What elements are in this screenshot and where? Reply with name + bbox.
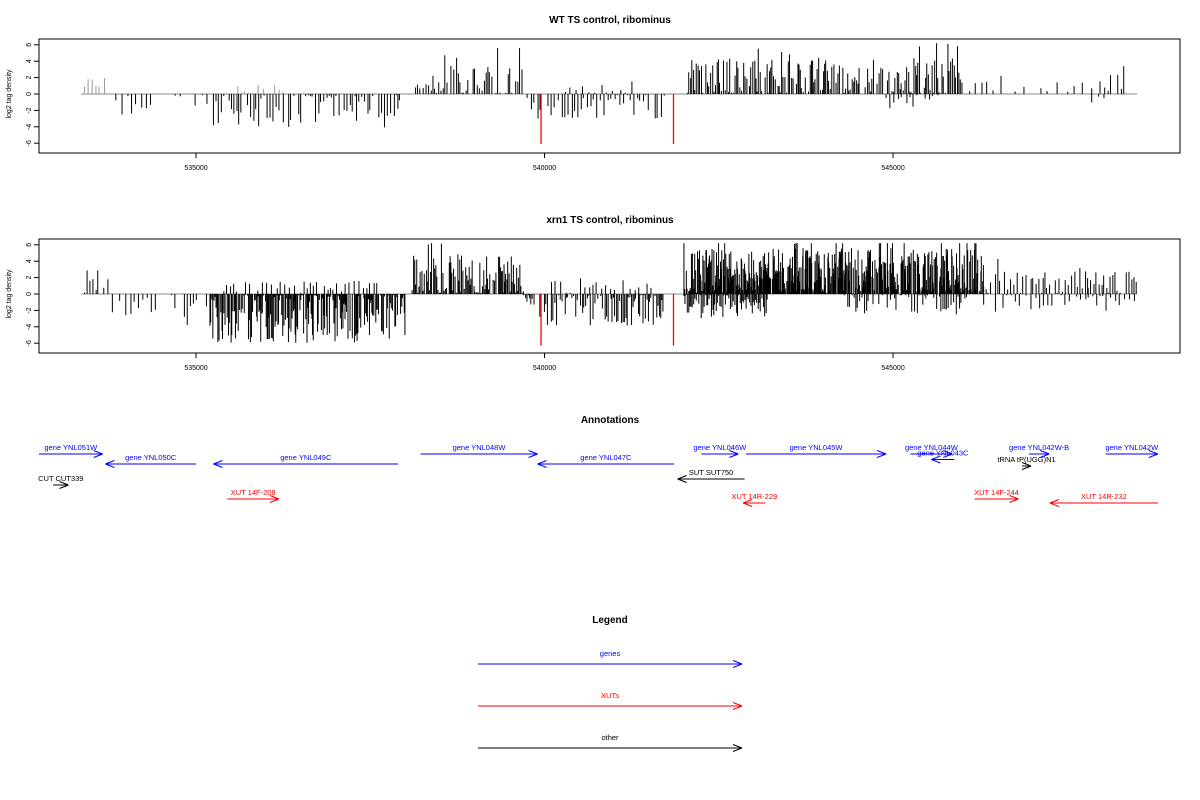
y-tick-label: 2 [26,76,33,80]
x-axis-xrn1: 535000 540000 545000 [184,352,905,372]
annotation-arrow-other [677,475,745,483]
annotation-label: SUT SUT750 [689,468,733,477]
annotation-label: gene YNL051W [44,443,98,452]
annotation-label: tRNA tP(UGG)N1 [997,455,1055,464]
annotation-label: gene YNL042W-B [1009,443,1069,452]
y-axis-wt: -6 -4 -2 0 2 4 6 [26,43,40,146]
annotation-features: gene YNL051W gene YNL050C gene YNL049C gene… [38,443,1159,507]
y-tick-label: -2 [26,307,33,313]
y-tick-label: 4 [26,59,33,63]
panel-title-wt: WT TS control, ribominus [549,15,671,26]
annotation-label: CUT CUT339 [38,474,83,483]
annotation-arrow-genes [745,450,887,458]
annotation-label: gene YNL044W [905,443,959,452]
y-tick-label: -4 [26,124,33,130]
legend-label: XUTs [601,691,619,700]
annotation-label: gene YNL047C [580,453,632,462]
annotation-label: gene YNL048W [453,443,507,452]
track-panel-xrn1: xrn1 TS control, ribominus log2 tag dens… [6,215,1181,372]
y-tick-label: 6 [26,243,33,247]
x-tick-label: 545000 [881,365,904,372]
legend-arrow-xuts [478,702,743,710]
y-tick-label: 2 [26,276,33,280]
annotation-label: XUT 14F-208 [231,488,276,497]
annotation-arrow-xuts [1049,499,1158,507]
y-tick-label: 6 [26,43,33,47]
annotation-label: gene YNL050C [125,453,177,462]
legend-title: Legend [592,615,628,626]
x-tick-label: 535000 [184,365,207,372]
annotation-label: gene YNL049C [280,453,332,462]
highlight-bars-xrn1 [540,294,675,346]
annotation-arrow-genes [1105,450,1159,458]
annotation-label: XUT 14F-244 [974,488,1019,497]
signal-bars-wt [83,43,1125,128]
panel-title-xrn1: xrn1 TS control, ribominus [546,215,674,226]
annotation-arrow-xuts [974,495,1019,503]
y-tick-label: 0 [26,292,33,296]
y-tick-label: -2 [26,107,33,113]
plot-frame-wt [38,38,1181,154]
signal-bars-xrn1 [83,243,1137,343]
annotation-arrow-genes [537,460,675,468]
y-tick-label: -4 [26,324,33,330]
y-tick-label: -6 [26,140,33,146]
legend-panel: Legend genes XUTs other [478,615,743,752]
annotation-label: gene YNL046W [693,443,747,452]
x-tick-label: 540000 [533,165,556,172]
y-axis-label-xrn1: log2 tag density [6,269,13,319]
annotations-title: Annotations [581,415,640,426]
highlight-bars-wt [540,94,675,145]
x-axis-wt: 535000 540000 545000 [184,152,905,172]
y-tick-label: 0 [26,92,33,96]
annotation-arrow-genes [420,450,538,458]
annotation-arrow-other [53,481,69,489]
annotation-label: gene YNL043C [917,449,969,458]
y-tick-label: -6 [26,340,33,346]
annotation-arrow-genes [39,450,103,458]
annotation-arrow-other [1021,462,1032,470]
annotation-label: gene YNL042W [1105,443,1159,452]
annotation-arrow-genes [910,450,953,458]
annotation-arrow-genes [701,450,739,458]
annotation-arrow-xuts [227,495,280,503]
annotation-label: gene YNL045W [790,443,844,452]
annotation-arrow-genes [1028,450,1050,458]
annotation-arrow-genes [931,455,955,464]
legend-arrow-other [478,744,743,752]
y-axis-xrn1: -6 -4 -2 0 2 4 6 [26,243,40,346]
legend-label: genes [600,649,621,658]
x-tick-label: 535000 [184,165,207,172]
y-axis-label-wt: log2 tag density [6,69,13,119]
legend-label: other [601,733,619,742]
y-tick-label: 4 [26,259,33,263]
annotation-label: XUT 14R-232 [1081,492,1127,501]
track-panel-wt: WT TS control, ribominus log2 tag densit… [6,15,1181,172]
legend-arrow-genes [478,660,743,668]
legend-items: genes XUTs other [478,649,743,752]
annotation-arrow-xuts [742,499,766,507]
annotation-arrow-genes [213,460,399,468]
x-tick-label: 540000 [533,365,556,372]
annotation-arrow-genes [105,460,197,468]
x-tick-label: 545000 [881,165,904,172]
annotation-label: XUT 14R-229 [731,492,777,501]
